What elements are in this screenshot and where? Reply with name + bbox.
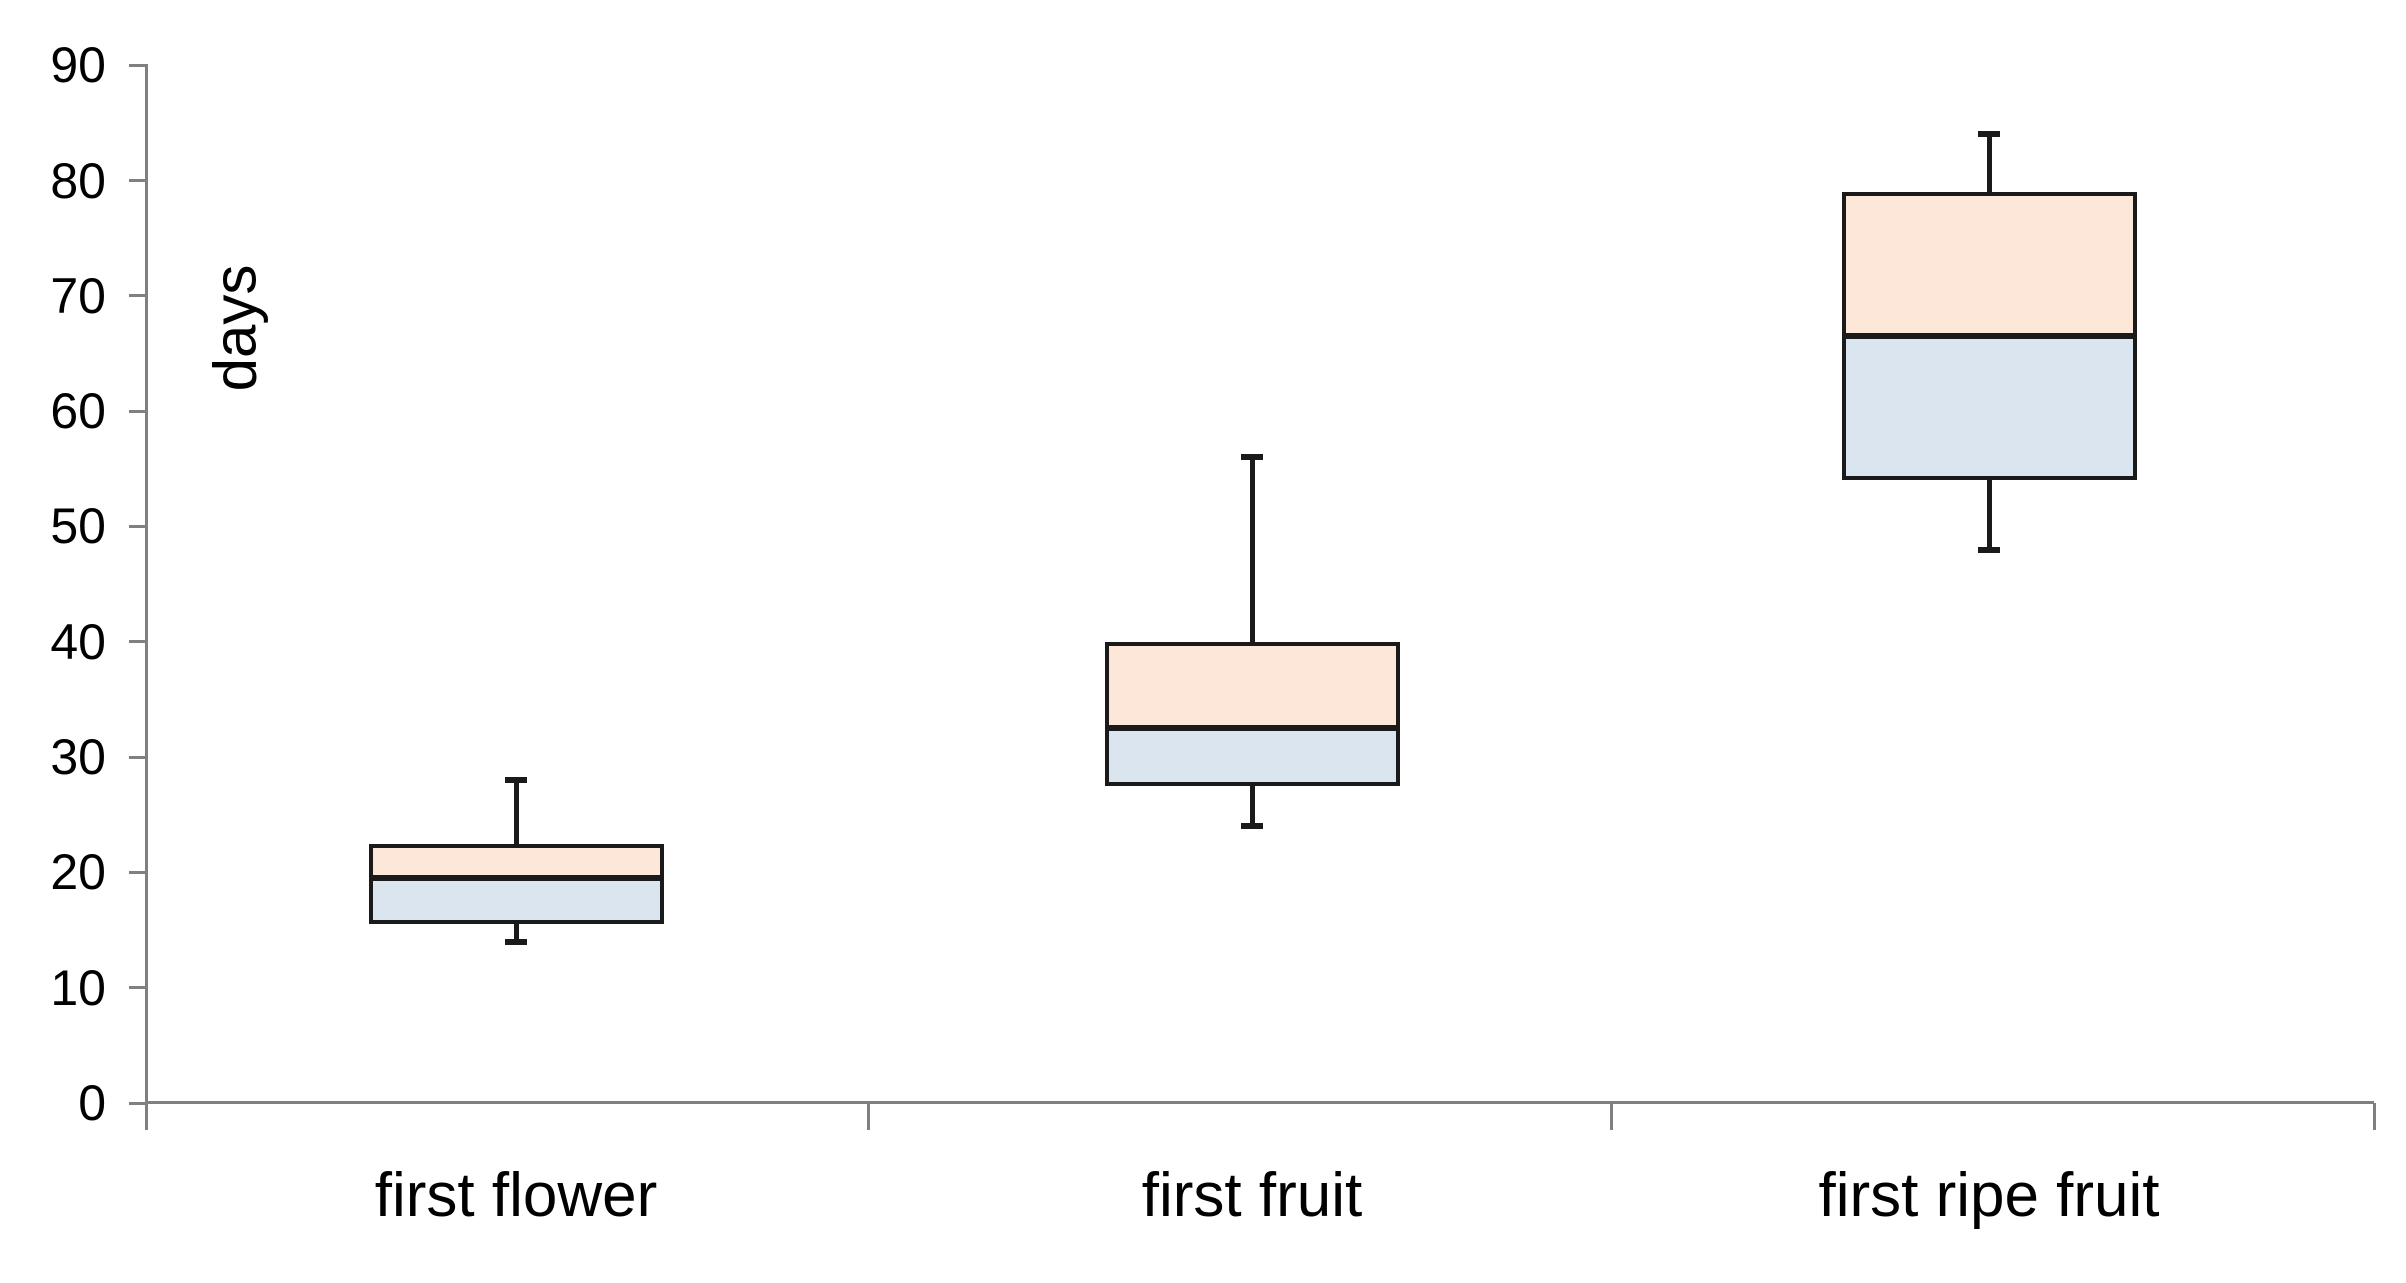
y-tick-label: 0 bbox=[78, 1075, 106, 1131]
y-tick-label: 40 bbox=[50, 613, 106, 670]
y-tick-mark bbox=[129, 63, 147, 67]
y-tick-mark bbox=[129, 1101, 147, 1105]
y-tick-mark bbox=[129, 640, 147, 644]
whisker-top-cap bbox=[1241, 454, 1263, 461]
y-tick-mark bbox=[129, 409, 147, 413]
y-tick-mark bbox=[129, 294, 147, 298]
whisker-top-cap bbox=[505, 777, 527, 784]
y-tick-label: 60 bbox=[50, 383, 106, 440]
whisker-top-line bbox=[1986, 134, 1992, 193]
x-tick-mark bbox=[866, 1103, 870, 1130]
box-lower-segment bbox=[1845, 336, 2133, 477]
whisker-top-cap bbox=[1978, 131, 2000, 138]
median-line bbox=[368, 875, 664, 882]
whisker-top-line bbox=[1249, 457, 1255, 642]
y-tick-label: 70 bbox=[50, 267, 106, 324]
box-upper-segment bbox=[372, 847, 660, 879]
y-tick-label: 20 bbox=[50, 844, 106, 901]
y-tick-mark bbox=[129, 179, 147, 183]
box-lower-segment bbox=[1108, 728, 1396, 782]
y-tick-mark bbox=[129, 524, 147, 528]
y-tick-label: 30 bbox=[50, 729, 106, 786]
x-tick-mark bbox=[2372, 1103, 2376, 1130]
whisker-bottom-line bbox=[513, 924, 519, 942]
whisker-top-line bbox=[513, 780, 519, 844]
iqr-box bbox=[1104, 641, 1400, 786]
y-tick-label: 10 bbox=[50, 959, 106, 1016]
y-tick-mark bbox=[129, 755, 147, 759]
whisker-bottom-cap bbox=[1241, 823, 1263, 830]
whisker-bottom-line bbox=[1249, 785, 1255, 827]
y-axis-line bbox=[145, 64, 148, 1130]
y-tick-mark bbox=[129, 986, 147, 990]
median-line bbox=[1841, 333, 2137, 340]
x-category-label: first ripe fruit bbox=[1818, 1161, 2160, 1230]
whisker-bottom-line bbox=[1986, 480, 1992, 550]
x-axis-line bbox=[147, 1101, 2374, 1104]
iqr-box bbox=[368, 843, 664, 925]
box-upper-segment bbox=[1845, 196, 2133, 337]
y-tick-label: 50 bbox=[50, 498, 106, 555]
y-tick-label: 80 bbox=[50, 152, 106, 209]
x-category-label: first fruit bbox=[1141, 1161, 1363, 1230]
box-upper-segment bbox=[1108, 645, 1396, 729]
x-tick-mark bbox=[1609, 1103, 1613, 1130]
y-tick-mark bbox=[129, 870, 147, 874]
x-category-label: first flower bbox=[374, 1161, 658, 1230]
box-lower-segment bbox=[372, 878, 660, 921]
y-axis-title: days bbox=[201, 264, 269, 392]
whisker-bottom-cap bbox=[1978, 546, 2000, 553]
y-tick-label: 90 bbox=[50, 37, 106, 94]
whisker-bottom-cap bbox=[505, 938, 527, 945]
median-line bbox=[1104, 725, 1400, 732]
